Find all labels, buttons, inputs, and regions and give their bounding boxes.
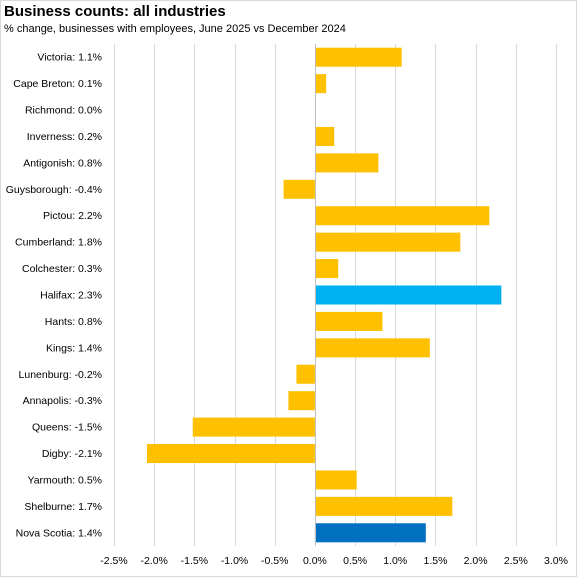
bar [288,391,315,411]
x-tick-label: 1.0% [383,555,407,567]
bar [314,259,339,279]
bar [314,206,490,226]
category-label: Colchester: 0.3% [22,263,102,275]
category-label: Digby: -2.1% [42,448,102,460]
category-label: Yarmouth: 0.5% [27,474,102,486]
bar [314,232,461,252]
category-label: Lunenburg: -0.2% [19,369,102,381]
x-tick-label: 3.0% [544,555,568,567]
x-tick-label: 0.5% [343,555,367,567]
category-label: Cumberland: 1.8% [15,237,102,249]
bar [314,47,402,67]
bar [314,523,426,543]
category-label: Shelburne: 1.7% [24,501,102,513]
bar [314,74,327,94]
bar [314,496,453,516]
category-label: Pictou: 2.2% [43,210,102,222]
x-tick-label: -2.0% [140,555,167,567]
bar [314,153,379,173]
x-tick-label: -1.5% [181,555,208,567]
category-label: Queens: -1.5% [32,422,102,434]
category-label: Inverness: 0.2% [27,131,102,143]
category-label: Annapolis: -0.3% [23,395,102,407]
x-tick-label: 2.5% [504,555,528,567]
category-label: Richmond: 0.0% [25,105,102,117]
category-label: Victoria: 1.1% [37,52,102,64]
category-label: Guysborough: -0.4% [6,184,102,196]
bar [314,311,383,331]
category-label: Hants: 0.8% [45,316,102,328]
bar [314,285,502,305]
chart-subtitle: % change, businesses with employees, Jun… [4,23,346,35]
x-tick-label: 2.0% [464,555,488,567]
category-label: Nova Scotia: 1.4% [16,527,102,539]
bar [314,470,357,490]
x-tick-label: -1.0% [221,555,248,567]
category-label: Antigonish: 0.8% [23,157,102,169]
category-label: Kings: 1.4% [46,342,102,354]
x-tick-label: 1.5% [423,555,447,567]
bar [296,364,315,384]
bar [314,126,335,146]
x-tick-label: -2.5% [100,555,127,567]
bar [283,179,315,199]
bar [146,444,315,464]
bar [192,417,315,437]
bar [314,338,430,358]
chart-title: Business counts: all industries [4,3,226,20]
category-label: Cape Breton: 0.1% [13,78,102,90]
x-tick-label: -0.5% [261,555,288,567]
category-label: Halifax: 2.3% [40,290,102,302]
x-tick-label: 0.0% [303,555,327,567]
